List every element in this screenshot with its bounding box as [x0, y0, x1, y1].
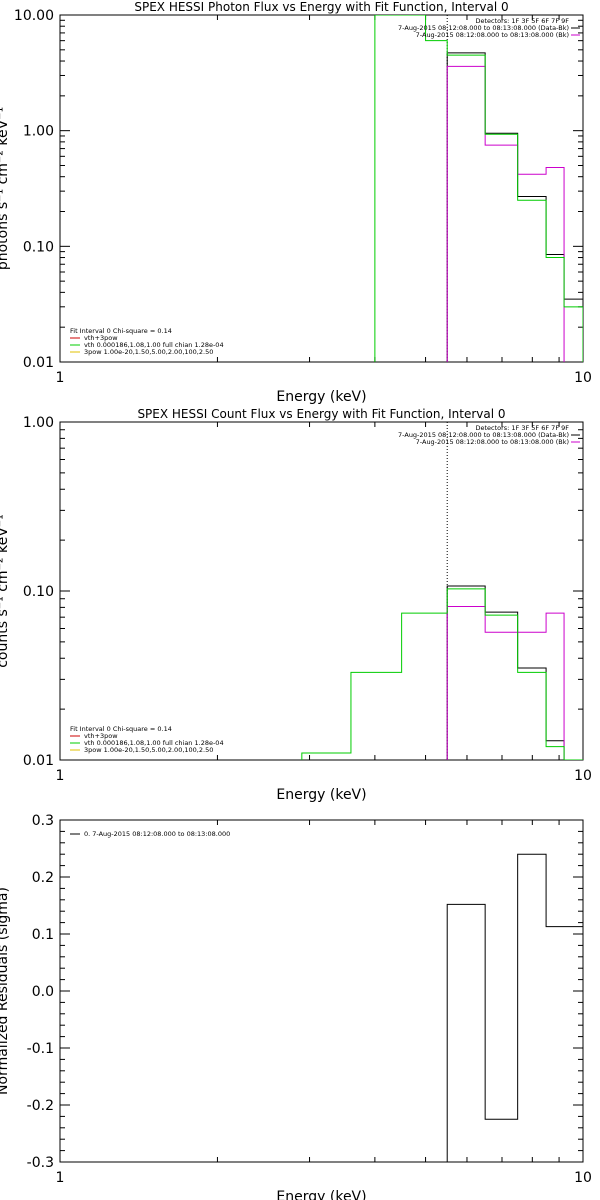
x-axis-label: Energy (keV): [276, 787, 366, 803]
chart-panel-3: 1 10 Energy (keV) 0.3 0.2 0.1 0.0 -0.1 -0.2 -0.3 N…: [0, 813, 592, 1200]
y-tick-label: -0.2: [27, 1098, 54, 1114]
header-line: 7-Aug-2015 08:12:08.000 to 08:13:08.000 …: [416, 438, 569, 446]
header-line: 7-Aug-2015 08:12:08.000 to 08:13:08.000 …: [398, 24, 569, 32]
y-tick-label: 0.0: [32, 984, 54, 1000]
chart-panel-1: SPEX HESSI Photon Flux vs Energy with Fi…: [0, 0, 592, 405]
y-tick-label: 0.2: [32, 870, 54, 886]
y-tick-label: 10.00: [14, 8, 54, 24]
legend-entry: 3pow 1.00e-20,1.50,5.00,2.00,100,2.50: [84, 348, 213, 356]
y-tick-label: -0.1: [27, 1041, 54, 1057]
series-1-histogram: [446, 52, 583, 362]
legend-entry: Fit Interval 0 Chi-square = 0.14: [70, 327, 172, 335]
y-tick-label: 1.00: [23, 415, 54, 431]
legend-entry: 3pow 1.00e-20,1.50,5.00,2.00,100,2.50: [84, 746, 213, 754]
y-axis-label: Normalized Residuals (sigma): [0, 887, 11, 1095]
legend-entry: Fit Interval 0 Chi-square = 0.14: [70, 725, 172, 733]
x-axis-label: Energy (keV): [276, 1189, 366, 1200]
x-tick-label: 10: [574, 768, 592, 784]
series-3-histogram: [374, 15, 583, 362]
series-3-histogram: [301, 588, 583, 760]
plot-frame: [59, 14, 584, 363]
legend-entry: vth+3pow: [84, 334, 118, 342]
legend-entry: vth 0.000186,1.08,1.00 full chian 1.28e-…: [84, 341, 224, 349]
legend-entry: vth 0.000186,1.08,1.00 full chian 1.28e-…: [84, 739, 224, 747]
y-tick-label: 0.1: [32, 927, 54, 943]
x-tick-label: 1: [56, 768, 65, 784]
y-axis-label: photons s⁻¹ cm⁻² keV⁻¹: [0, 107, 11, 270]
x-axis-label: Energy (keV): [276, 389, 366, 405]
chart-title: SPEX HESSI Photon Flux vs Energy with Fi…: [134, 0, 508, 14]
y-tick-label: 0.01: [23, 355, 54, 371]
x-tick-label: 10: [574, 1170, 592, 1186]
y-axis-label: counts s⁻¹ cm⁻² keV⁻¹: [0, 514, 11, 668]
header-line: Detectors: 1F 3F 5F 6F 7F 9F: [475, 17, 569, 25]
y-tick-label: 1.00: [23, 124, 54, 140]
plot-frame: [59, 819, 584, 1163]
x-tick-label: 1: [56, 1170, 65, 1186]
chart-title: SPEX HESSI Count Flux vs Energy with Fit…: [137, 407, 505, 421]
header-line: 7-Aug-2015 08:12:08.000 to 08:13:08.000 …: [416, 31, 569, 39]
y-tick-label: 0.01: [23, 753, 54, 769]
x-tick-label: 10: [574, 370, 592, 386]
legend-entry: 0. 7-Aug-2015 08:12:08.000 to 08:13:08.0…: [84, 830, 230, 838]
series-1-histogram: [446, 853, 583, 1162]
y-tick-label: 0.10: [23, 239, 54, 255]
legend-entry: vth+3pow: [84, 732, 118, 740]
y-tick-label: -0.3: [27, 1155, 54, 1171]
plot-frame: [59, 421, 584, 761]
chart-panel-2: SPEX HESSI Count Flux vs Energy with Fit…: [0, 407, 592, 803]
header-line: Detectors: 1F 3F 5F 6F 7F 9F: [475, 424, 569, 432]
header-line: 7-Aug-2015 08:12:08.000 to 08:13:08.000 …: [398, 431, 569, 439]
y-tick-label: 0.10: [23, 584, 54, 600]
y-tick-label: 0.3: [32, 813, 54, 829]
x-tick-label: 1: [56, 370, 65, 386]
